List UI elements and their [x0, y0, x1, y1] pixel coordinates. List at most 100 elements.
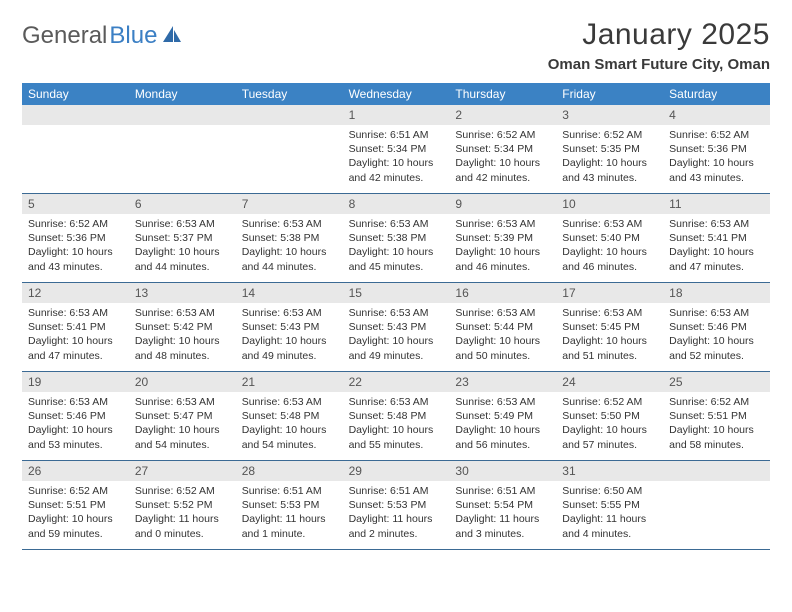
- daylight-text: Daylight: 10 hours and 42 minutes.: [349, 156, 444, 184]
- day-cell: [129, 105, 236, 193]
- day-cell: 18Sunrise: 6:53 AMSunset: 5:46 PMDayligh…: [663, 283, 770, 371]
- day-number: 22: [343, 372, 450, 392]
- day-body: Sunrise: 6:53 AMSunset: 5:41 PMDaylight:…: [663, 214, 770, 278]
- sunrise-text: Sunrise: 6:53 AM: [455, 306, 550, 320]
- daylight-text: Daylight: 10 hours and 49 minutes.: [349, 334, 444, 362]
- daylight-text: Daylight: 10 hours and 47 minutes.: [28, 334, 123, 362]
- sunrise-text: Sunrise: 6:53 AM: [242, 306, 337, 320]
- day-cell: 1Sunrise: 6:51 AMSunset: 5:34 PMDaylight…: [343, 105, 450, 193]
- day-body: Sunrise: 6:51 AMSunset: 5:34 PMDaylight:…: [343, 125, 450, 189]
- sunrise-text: Sunrise: 6:53 AM: [669, 217, 764, 231]
- daylight-text: Daylight: 10 hours and 52 minutes.: [669, 334, 764, 362]
- day-cell: [236, 105, 343, 193]
- daylight-text: Daylight: 10 hours and 49 minutes.: [242, 334, 337, 362]
- day-number: 27: [129, 461, 236, 481]
- day-body: Sunrise: 6:53 AMSunset: 5:38 PMDaylight:…: [343, 214, 450, 278]
- day-number: 20: [129, 372, 236, 392]
- page-header: General Blue January 2025 Oman Smart Fut…: [22, 18, 770, 73]
- day-body: Sunrise: 6:52 AMSunset: 5:50 PMDaylight:…: [556, 392, 663, 456]
- daylight-text: Daylight: 10 hours and 53 minutes.: [28, 423, 123, 451]
- sunset-text: Sunset: 5:43 PM: [349, 320, 444, 334]
- day-cell: 21Sunrise: 6:53 AMSunset: 5:48 PMDayligh…: [236, 372, 343, 460]
- day-cell: 30Sunrise: 6:51 AMSunset: 5:54 PMDayligh…: [449, 461, 556, 549]
- day-body: Sunrise: 6:53 AMSunset: 5:38 PMDaylight:…: [236, 214, 343, 278]
- day-number: 15: [343, 283, 450, 303]
- sunset-text: Sunset: 5:34 PM: [349, 142, 444, 156]
- sunset-text: Sunset: 5:36 PM: [28, 231, 123, 245]
- sunrise-text: Sunrise: 6:51 AM: [455, 484, 550, 498]
- day-cell: 16Sunrise: 6:53 AMSunset: 5:44 PMDayligh…: [449, 283, 556, 371]
- sunrise-text: Sunrise: 6:50 AM: [562, 484, 657, 498]
- day-number: 4: [663, 105, 770, 125]
- day-number: 26: [22, 461, 129, 481]
- daylight-text: Daylight: 10 hours and 54 minutes.: [135, 423, 230, 451]
- sunset-text: Sunset: 5:41 PM: [28, 320, 123, 334]
- sunset-text: Sunset: 5:48 PM: [349, 409, 444, 423]
- day-cell: 10Sunrise: 6:53 AMSunset: 5:40 PMDayligh…: [556, 194, 663, 282]
- day-number: 31: [556, 461, 663, 481]
- day-body: Sunrise: 6:52 AMSunset: 5:36 PMDaylight:…: [663, 125, 770, 189]
- day-body: Sunrise: 6:53 AMSunset: 5:42 PMDaylight:…: [129, 303, 236, 367]
- week-row: 12Sunrise: 6:53 AMSunset: 5:41 PMDayligh…: [22, 283, 770, 372]
- sunset-text: Sunset: 5:44 PM: [455, 320, 550, 334]
- sunset-text: Sunset: 5:53 PM: [349, 498, 444, 512]
- day-body: Sunrise: 6:53 AMSunset: 5:45 PMDaylight:…: [556, 303, 663, 367]
- week-row: 26Sunrise: 6:52 AMSunset: 5:51 PMDayligh…: [22, 461, 770, 550]
- day-body: Sunrise: 6:52 AMSunset: 5:36 PMDaylight:…: [22, 214, 129, 278]
- day-cell: 15Sunrise: 6:53 AMSunset: 5:43 PMDayligh…: [343, 283, 450, 371]
- brand-part2: Blue: [109, 22, 157, 50]
- day-body: [663, 481, 770, 488]
- sunset-text: Sunset: 5:37 PM: [135, 231, 230, 245]
- title-block: January 2025 Oman Smart Future City, Oma…: [548, 18, 770, 73]
- day-body: Sunrise: 6:52 AMSunset: 5:51 PMDaylight:…: [22, 481, 129, 545]
- dow-cell: Friday: [556, 83, 663, 105]
- sunrise-text: Sunrise: 6:52 AM: [28, 484, 123, 498]
- sunset-text: Sunset: 5:38 PM: [242, 231, 337, 245]
- daylight-text: Daylight: 11 hours and 0 minutes.: [135, 512, 230, 540]
- day-number: 12: [22, 283, 129, 303]
- day-cell: 4Sunrise: 6:52 AMSunset: 5:36 PMDaylight…: [663, 105, 770, 193]
- day-number: [129, 105, 236, 125]
- day-cell: 31Sunrise: 6:50 AMSunset: 5:55 PMDayligh…: [556, 461, 663, 549]
- day-cell: 5Sunrise: 6:52 AMSunset: 5:36 PMDaylight…: [22, 194, 129, 282]
- day-number: 6: [129, 194, 236, 214]
- sunset-text: Sunset: 5:40 PM: [562, 231, 657, 245]
- daylight-text: Daylight: 11 hours and 3 minutes.: [455, 512, 550, 540]
- sunset-text: Sunset: 5:51 PM: [28, 498, 123, 512]
- daylight-text: Daylight: 10 hours and 43 minutes.: [28, 245, 123, 273]
- sunrise-text: Sunrise: 6:53 AM: [349, 217, 444, 231]
- day-body: Sunrise: 6:52 AMSunset: 5:52 PMDaylight:…: [129, 481, 236, 545]
- day-number: 13: [129, 283, 236, 303]
- week-row: 1Sunrise: 6:51 AMSunset: 5:34 PMDaylight…: [22, 105, 770, 194]
- day-number: 18: [663, 283, 770, 303]
- daylight-text: Daylight: 10 hours and 42 minutes.: [455, 156, 550, 184]
- sunset-text: Sunset: 5:45 PM: [562, 320, 657, 334]
- day-body: Sunrise: 6:53 AMSunset: 5:44 PMDaylight:…: [449, 303, 556, 367]
- day-number: 29: [343, 461, 450, 481]
- daylight-text: Daylight: 10 hours and 45 minutes.: [349, 245, 444, 273]
- sunrise-text: Sunrise: 6:52 AM: [562, 128, 657, 142]
- sunrise-text: Sunrise: 6:53 AM: [349, 395, 444, 409]
- day-number: 2: [449, 105, 556, 125]
- sail-icon: [161, 24, 183, 49]
- day-body: Sunrise: 6:53 AMSunset: 5:47 PMDaylight:…: [129, 392, 236, 456]
- sunrise-text: Sunrise: 6:53 AM: [455, 217, 550, 231]
- day-number: 14: [236, 283, 343, 303]
- sunrise-text: Sunrise: 6:51 AM: [349, 128, 444, 142]
- sunrise-text: Sunrise: 6:53 AM: [562, 306, 657, 320]
- day-number: 3: [556, 105, 663, 125]
- dow-cell: Thursday: [449, 83, 556, 105]
- day-body: Sunrise: 6:53 AMSunset: 5:46 PMDaylight:…: [663, 303, 770, 367]
- sunset-text: Sunset: 5:53 PM: [242, 498, 337, 512]
- daylight-text: Daylight: 10 hours and 54 minutes.: [242, 423, 337, 451]
- day-body: Sunrise: 6:52 AMSunset: 5:51 PMDaylight:…: [663, 392, 770, 456]
- day-cell: 13Sunrise: 6:53 AMSunset: 5:42 PMDayligh…: [129, 283, 236, 371]
- day-cell: [22, 105, 129, 193]
- sunrise-text: Sunrise: 6:53 AM: [135, 395, 230, 409]
- month-title: January 2025: [548, 18, 770, 52]
- day-number: 19: [22, 372, 129, 392]
- day-body: Sunrise: 6:53 AMSunset: 5:49 PMDaylight:…: [449, 392, 556, 456]
- daylight-text: Daylight: 10 hours and 56 minutes.: [455, 423, 550, 451]
- sunrise-text: Sunrise: 6:53 AM: [242, 395, 337, 409]
- brand-part1: General: [22, 22, 107, 50]
